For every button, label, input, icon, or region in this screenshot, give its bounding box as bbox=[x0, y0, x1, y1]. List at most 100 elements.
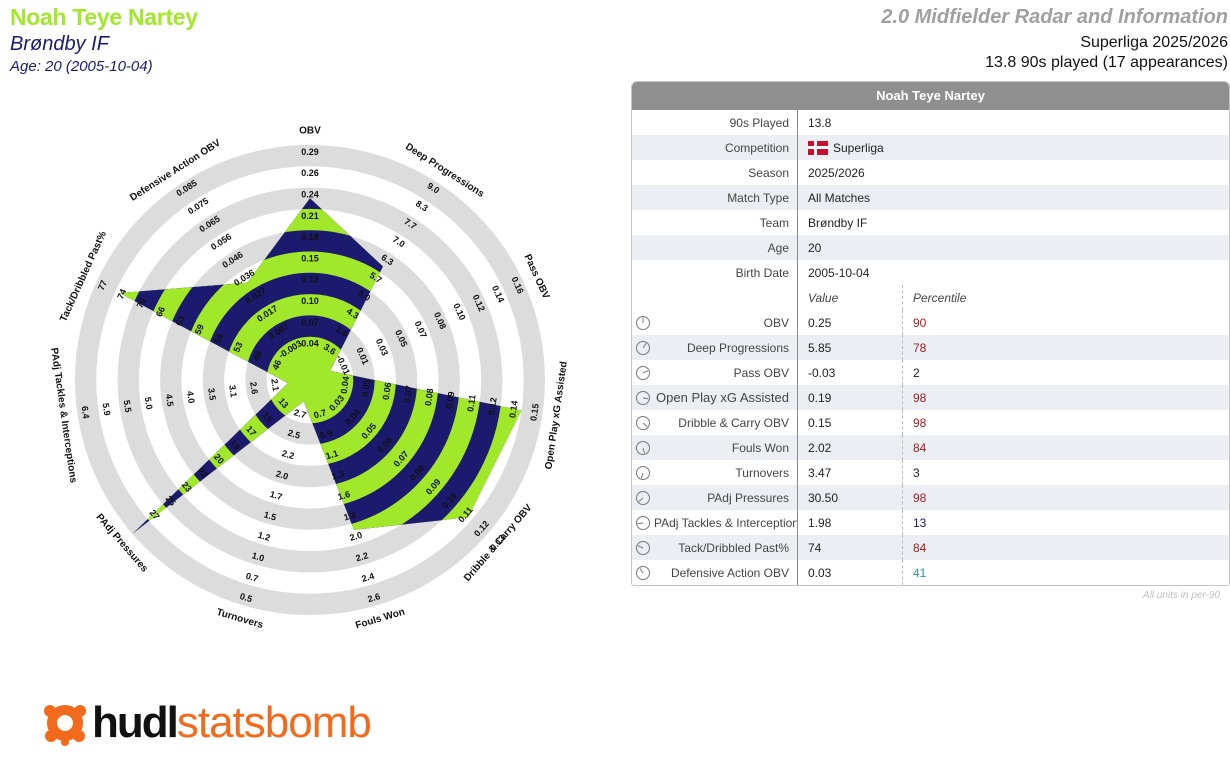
metric-value: 0.25 bbox=[797, 310, 902, 335]
radar-tick-label: 20 bbox=[212, 452, 226, 466]
radar-tick-label: 77 bbox=[96, 279, 109, 292]
radar-axis-label: OBV bbox=[299, 126, 321, 137]
radar-tick-label: 4.5 bbox=[164, 393, 176, 407]
radar-tick-label: 23 bbox=[180, 480, 194, 494]
radar-tick-label: 5.0 bbox=[143, 396, 155, 410]
radar-tick-label: 2.5 bbox=[287, 428, 302, 441]
info-row: 90s Played 13.8 bbox=[632, 110, 1229, 135]
radar-tick-label: 0.9 bbox=[319, 428, 334, 441]
logo-word-statsbomb: statsbomb bbox=[176, 698, 372, 747]
statsbomb-logo-icon bbox=[44, 705, 86, 746]
info-row: Competition Superliga bbox=[632, 135, 1229, 160]
radar-tick-label: 0.12 bbox=[301, 275, 319, 285]
metric-dial-icon bbox=[636, 340, 650, 355]
radar-tick-label: 0.06 bbox=[381, 382, 393, 401]
radar-tick-label: 6.4 bbox=[80, 405, 92, 419]
metric-label: Defensive Action OBV bbox=[670, 565, 789, 580]
metric-value: 3.47 bbox=[797, 460, 902, 485]
info-row-label: Competition bbox=[724, 140, 789, 155]
radar-chart: 0.04 0.07 0.10 0.12 0.15 0.18 0.21 0.24 0.26 0.29… bbox=[48, 126, 570, 632]
radar-tick-label: 1.0 bbox=[251, 550, 266, 563]
metric-label: Turnovers bbox=[735, 465, 789, 480]
age-line: Age: 20 (2005-10-04) bbox=[10, 58, 153, 75]
radar-tick-label: 22 bbox=[196, 466, 210, 480]
radar-tick-label: 1.7 bbox=[269, 489, 284, 502]
radar-tick-label: 66 bbox=[154, 305, 167, 318]
metric-label: Dribble & Carry OBV bbox=[678, 415, 789, 430]
radar-tick-label: 49 bbox=[251, 349, 264, 362]
radar-tick-label: 0.14 bbox=[507, 400, 519, 419]
radar-tick-label: 74 bbox=[115, 287, 128, 300]
metric-row: PAdj Pressures 30.50 98 bbox=[632, 485, 1229, 510]
radar-axis-label: Open Play xG Assisted bbox=[543, 361, 569, 471]
player-name: Noah Teye Nartey bbox=[10, 4, 198, 30]
info-row-value: Superliga bbox=[797, 135, 1229, 160]
radar-center bbox=[288, 358, 332, 402]
metric-dial-icon bbox=[636, 440, 650, 455]
metric-value: 5.85 bbox=[797, 335, 902, 360]
metric-row: Deep Progressions 5.85 78 bbox=[632, 335, 1229, 360]
metric-label: Fouls Won bbox=[731, 440, 789, 455]
table-title: Noah Teye Nartey bbox=[632, 82, 1229, 110]
metrics-subheader: Value Percentile bbox=[632, 285, 1229, 310]
info-row-value-text: All Matches bbox=[808, 190, 871, 205]
metric-label: PAdj Tackles & Interceptions bbox=[654, 515, 797, 530]
radar-tick-label: 2.2 bbox=[281, 448, 296, 461]
radar-tick-label: 53 bbox=[231, 341, 244, 354]
radar-tick-label: 2.1 bbox=[269, 378, 281, 392]
radar-tick-label: 1.2 bbox=[257, 530, 272, 543]
radar-tick-label: 2.4 bbox=[361, 571, 376, 584]
metric-percentile: 98 bbox=[902, 385, 1229, 410]
hudl-statsbomb-logo: hudlstatsbomb bbox=[42, 698, 372, 747]
metric-dial-icon bbox=[636, 365, 650, 380]
radar-tick-label: 0.15 bbox=[528, 403, 540, 422]
info-row: Match Type All Matches bbox=[632, 185, 1229, 210]
info-row-label: Age bbox=[767, 240, 789, 255]
played-line: 13.8 90s played (17 appearances) bbox=[985, 54, 1228, 71]
radar-tick-label: 15 bbox=[260, 410, 274, 424]
metric-dial-icon bbox=[636, 565, 650, 580]
player-header: Noah Teye Nartey Brøndby IF Age: 20 (200… bbox=[10, 4, 198, 75]
info-row-label: 90s Played bbox=[729, 115, 789, 130]
radar-tick-label: 0.04 bbox=[301, 339, 319, 349]
radar-tick-label: 63 bbox=[173, 314, 186, 327]
radar-tick-label: 25 bbox=[164, 494, 178, 508]
metric-row: Dribble & Carry OBV 0.15 98 bbox=[632, 410, 1229, 435]
info-row-label: Team bbox=[759, 215, 789, 230]
metric-dial-icon bbox=[636, 415, 650, 430]
metric-label: Deep Progressions bbox=[686, 340, 789, 355]
radar-tick-label: 0.08 bbox=[423, 388, 435, 407]
metric-row: Pass OBV -0.03 2 bbox=[632, 360, 1229, 385]
info-row-value-text: 13.8 bbox=[808, 115, 832, 130]
radar-tick-label: 0.5 bbox=[239, 591, 254, 604]
competition-line: Superliga 2025/2026 bbox=[1080, 34, 1228, 51]
metric-value: 0.19 bbox=[797, 385, 902, 410]
radar-tick-label: 46 bbox=[270, 358, 283, 371]
radar-tick-label: 1.5 bbox=[263, 509, 278, 522]
metric-value: 30.50 bbox=[797, 485, 902, 510]
radar-tick-label: 0.11 bbox=[465, 394, 477, 412]
units-footnote: All units in per-90 bbox=[1142, 590, 1220, 601]
metric-label: Tack/Dribbled Past% bbox=[678, 540, 789, 555]
metric-value: 74 bbox=[797, 535, 902, 560]
metric-row: PAdj Tackles & Interceptions 1.98 13 bbox=[632, 510, 1229, 535]
radar-tick-label: 0.10 bbox=[301, 296, 319, 306]
info-row-value-text: Superliga bbox=[833, 140, 884, 155]
info-row-value-text: 20 bbox=[808, 240, 822, 255]
metric-value: 1.98 bbox=[797, 510, 902, 535]
metric-dial-icon bbox=[636, 490, 650, 505]
radar-axis-label: PAdj Tackles & Interceptions bbox=[48, 347, 78, 484]
radar-tick-label: 0.12 bbox=[486, 397, 498, 416]
metric-percentile: 13 bbox=[902, 510, 1229, 535]
metric-dial-icon bbox=[636, 390, 650, 405]
radar-tick-label: 2.6 bbox=[248, 381, 260, 395]
radar-tick-label: 2.6 bbox=[367, 591, 382, 604]
info-row-value: 13.8 bbox=[797, 110, 1229, 135]
info-row-label: Match Type bbox=[727, 190, 789, 205]
metric-percentile: 41 bbox=[902, 560, 1229, 585]
info-table: Noah Teye Nartey 90s Played 13.8 Competiti… bbox=[631, 81, 1230, 586]
radar-tick-label: 0.24 bbox=[301, 189, 319, 199]
info-row-value: Brøndby IF bbox=[797, 210, 1229, 235]
radar-tick-label: 3.1 bbox=[227, 384, 239, 398]
radar-tick-label: 1.3 bbox=[331, 469, 346, 482]
